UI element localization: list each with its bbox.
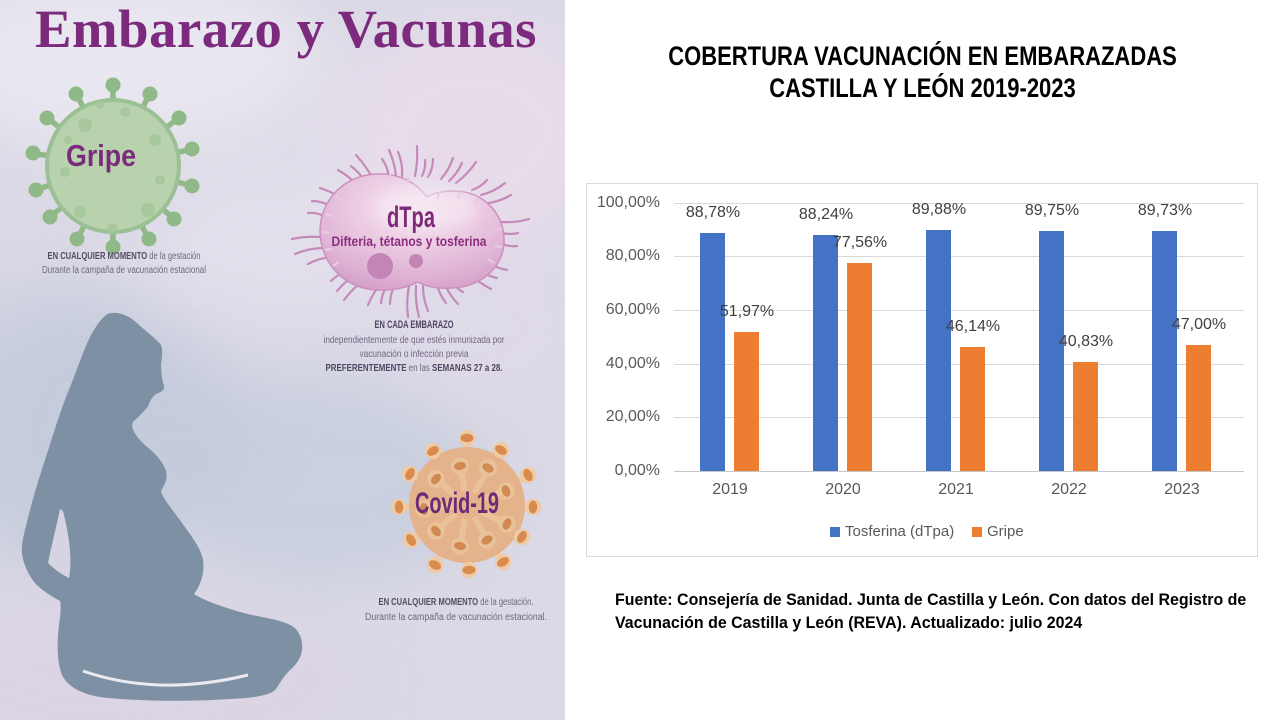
svg-text:Gripe: Gripe xyxy=(66,138,136,173)
svg-text:Embarazo y Vacunas: Embarazo y Vacunas xyxy=(35,0,537,59)
svg-text:EN CUALQUIER MOMENTO de la ges: EN CUALQUIER MOMENTO de la gestación. xyxy=(379,597,534,608)
svg-text:EN CUALQUIER MOMENTO de la ges: EN CUALQUIER MOMENTO de la gestación xyxy=(48,251,201,262)
svg-text:PREFERENTEMENTE en las SEMANAS: PREFERENTEMENTE en las SEMANAS 27 a 28. xyxy=(326,363,503,374)
svg-text:Difteria, tétanos y tosferina: Difteria, tétanos y tosferina xyxy=(332,234,487,249)
svg-text:Durante la campaña de vacunaci: Durante la campaña de vacunación estacio… xyxy=(365,612,547,623)
svg-text:vacunación o infección previa: vacunación o infección previa xyxy=(360,349,469,360)
svg-text:EN CADA EMBARAZO: EN CADA EMBARAZO xyxy=(375,319,454,331)
svg-text:dTpa: dTpa xyxy=(387,201,435,234)
svg-text:Durante la campaña de vacunaci: Durante la campaña de vacunación estacio… xyxy=(42,265,206,276)
svg-text:independientemente de que esté: independientemente de que estés inmuniza… xyxy=(324,335,506,346)
svg-text:Covid-19: Covid-19 xyxy=(415,487,499,520)
